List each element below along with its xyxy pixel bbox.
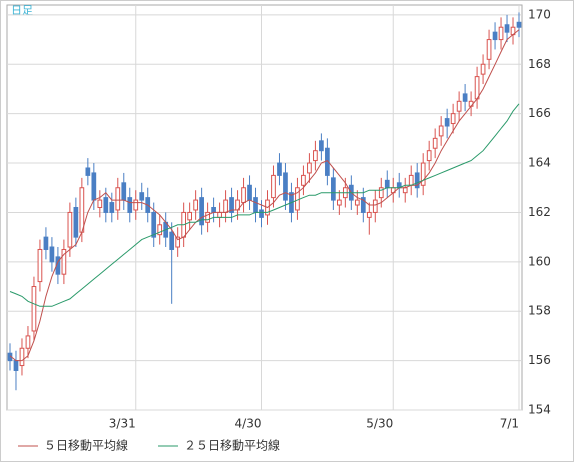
candle-body	[301, 174, 306, 186]
x-tick-label: 5/30	[366, 417, 393, 431]
candle-body	[193, 199, 198, 211]
candle-body	[354, 199, 360, 206]
candle-body	[516, 21, 522, 28]
candle-body	[169, 231, 175, 250]
candle-body	[486, 39, 492, 60]
candle-body	[157, 224, 163, 236]
candle-body	[307, 162, 312, 174]
candle-body	[372, 199, 378, 213]
candle-body	[109, 202, 115, 213]
candle-body	[229, 197, 234, 213]
candle-body	[336, 199, 342, 206]
candle-body	[73, 207, 79, 238]
x-tick-label: 4/30	[235, 417, 262, 431]
candle-body	[139, 192, 145, 201]
candle-body	[426, 150, 432, 162]
candle-body	[199, 197, 204, 226]
candle-body	[175, 236, 181, 248]
candle-body	[313, 150, 318, 162]
y-tick-label: 160	[528, 254, 551, 268]
candle-body	[450, 113, 456, 125]
y-tick-label: 164	[528, 156, 551, 170]
candle-body	[480, 63, 486, 75]
y-tick-label: 154	[528, 403, 551, 417]
legend-label: ５日移動平均線	[44, 438, 128, 453]
y-tick-label: 170	[528, 7, 551, 21]
plot-area	[6, 4, 523, 411]
y-tick-label: 162	[528, 205, 551, 219]
candle-body	[151, 211, 157, 238]
candle-body	[432, 137, 438, 149]
x-tick-label: 3/31	[109, 417, 136, 431]
candle-body	[492, 31, 498, 41]
candle-body	[498, 26, 504, 41]
candle-body	[115, 187, 121, 211]
candle-body	[211, 207, 216, 213]
candle-body	[247, 184, 252, 201]
candle-body	[79, 187, 85, 233]
candle-body	[444, 118, 450, 127]
candle-body	[91, 172, 97, 201]
candle-body	[19, 347, 25, 367]
legend-label: ２５日移動平均線	[184, 438, 280, 453]
candle-body	[127, 197, 133, 213]
candle-body	[331, 177, 336, 201]
candle-body	[103, 197, 109, 213]
candle-body	[43, 236, 49, 250]
candle-body	[456, 100, 462, 112]
y-tick-label: 156	[528, 353, 551, 367]
candle-body	[85, 167, 91, 176]
candle-body	[438, 125, 444, 137]
x-tick-label: 7/1	[500, 417, 519, 431]
candle-body	[37, 248, 43, 283]
candle-body	[97, 199, 103, 208]
candle-body	[319, 140, 324, 152]
candle-body	[67, 211, 73, 248]
candle-body	[283, 172, 288, 201]
candle-body	[271, 174, 276, 199]
candle-body	[366, 211, 372, 218]
candle-body	[378, 187, 384, 199]
candle-body	[408, 174, 414, 186]
candle-body	[217, 211, 222, 218]
y-tick-label: 168	[528, 57, 551, 71]
candle-body	[277, 162, 282, 176]
candle-body	[61, 248, 67, 275]
ma-line	[9, 103, 520, 307]
candle-body	[31, 286, 37, 332]
candle-body	[259, 209, 264, 218]
candle-body	[462, 93, 468, 102]
candle-body	[402, 187, 408, 194]
candle-body	[121, 182, 127, 201]
ma-line	[9, 29, 520, 362]
candle-body	[133, 199, 139, 211]
candle-body	[414, 172, 420, 189]
candle-body	[420, 162, 426, 186]
chart-title: 日足	[11, 4, 33, 17]
candle-body	[25, 335, 31, 349]
y-tick-label: 166	[528, 106, 551, 120]
candle-body	[13, 360, 19, 371]
candle-body	[187, 211, 193, 221]
candle-body	[205, 211, 210, 223]
candle-body	[49, 246, 55, 263]
candle-body	[504, 24, 510, 33]
candle-body	[223, 199, 228, 213]
candle-body	[241, 187, 246, 204]
candle-body	[360, 197, 366, 213]
y-tick-label: 158	[528, 304, 551, 318]
candle-body	[474, 76, 480, 100]
candle-body	[253, 197, 258, 213]
candle-body	[384, 179, 390, 189]
